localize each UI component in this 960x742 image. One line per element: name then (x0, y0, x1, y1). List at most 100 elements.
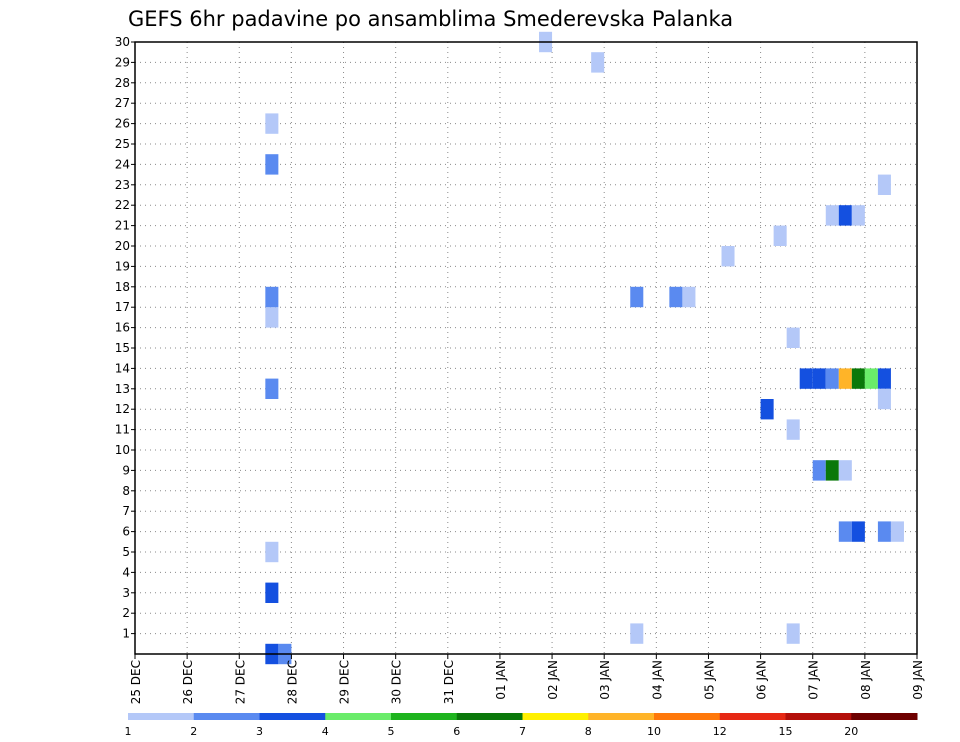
colorbar-swatch (456, 713, 523, 720)
y-tick-label: 13 (115, 382, 130, 396)
colorbar-label: 6 (453, 725, 460, 738)
colorbar-label: 4 (322, 725, 329, 738)
colorbar-label: 5 (388, 725, 395, 738)
y-tick-label: 17 (115, 300, 130, 314)
y-tick-label: 25 (115, 137, 130, 151)
colorbar-swatch (654, 713, 721, 720)
colorbar-label: 3 (256, 725, 263, 738)
y-tick-label: 26 (115, 117, 130, 131)
data-cell (812, 460, 826, 481)
y-tick-label: 24 (115, 157, 130, 171)
x-tick-label: 04 JAN (650, 660, 664, 700)
data-cell (825, 368, 839, 389)
colorbar-label: 12 (713, 725, 727, 738)
y-tick-label: 14 (115, 361, 130, 375)
data-cell (786, 623, 800, 644)
data-cell (812, 368, 826, 389)
data-cell (630, 623, 644, 644)
x-tick-label: 25 DEC (129, 660, 143, 704)
data-cell (265, 541, 279, 563)
data-cell (864, 368, 878, 389)
x-tick-label: 27 DEC (233, 660, 247, 704)
colorbar-label: 1 (125, 725, 132, 738)
y-tick-label: 16 (115, 321, 130, 335)
y-tick-label: 9 (122, 463, 130, 477)
colorbar-swatch (128, 713, 195, 720)
data-cell (760, 399, 774, 420)
x-tick-label: 29 DEC (338, 660, 352, 704)
x-tick-label: 26 DEC (181, 660, 195, 704)
colorbar-swatch (325, 713, 392, 720)
data-cell (825, 205, 839, 226)
y-tick-label: 29 (115, 55, 130, 69)
x-tick-label: 08 JAN (859, 660, 873, 700)
data-cell (851, 521, 865, 542)
x-axis: 25 DEC 26 DEC 27 DEC 28 DEC 29 DEC 30 DEC 31 D… (129, 654, 925, 704)
x-tick-label: 28 DEC (285, 660, 299, 704)
colorbar-swatch (391, 713, 458, 720)
data-cell (669, 286, 683, 308)
colorbar-swatch (522, 713, 589, 720)
data-cell (773, 225, 787, 246)
data-cell (890, 521, 904, 542)
x-tick-label: 06 JAN (755, 660, 769, 700)
colorbar-label: 15 (779, 725, 793, 738)
data-cell (630, 286, 644, 308)
x-tick-label: 03 JAN (598, 660, 612, 700)
data-cell (851, 368, 865, 389)
y-tick-label: 5 (122, 545, 130, 559)
y-tick-label: 11 (115, 423, 130, 437)
data-cell (265, 286, 279, 308)
data-cells (265, 31, 904, 665)
colorbar-swatch (785, 713, 852, 720)
y-tick-label: 12 (115, 402, 130, 416)
x-tick-label: 31 DEC (442, 660, 456, 704)
colorbar: 1 2 3 4 5 6 7 8 10 12 15 20 (125, 713, 918, 738)
x-tick-label: 09 JAN (911, 660, 925, 700)
data-cell (877, 174, 891, 195)
data-cell (265, 582, 279, 603)
data-cell (851, 205, 865, 226)
colorbar-swatch (193, 713, 260, 720)
data-cell (838, 460, 852, 481)
data-cell (786, 419, 800, 440)
x-tick-label: 30 DEC (390, 660, 404, 704)
y-tick-label: 4 (122, 565, 130, 579)
data-cell (877, 521, 891, 542)
data-cell (838, 521, 852, 542)
colorbar-swatch (719, 713, 786, 720)
data-cell (825, 460, 839, 481)
y-tick-label: 3 (122, 586, 130, 600)
x-tick-label: 02 JAN (546, 660, 560, 700)
data-cell (799, 368, 813, 389)
y-tick-label: 21 (115, 219, 130, 233)
x-tick-label: 01 JAN (494, 660, 508, 700)
data-cell (682, 286, 696, 308)
data-cell (721, 246, 735, 267)
data-cell (786, 327, 800, 348)
colorbar-label: 8 (585, 725, 592, 738)
colorbar-swatch (851, 713, 918, 720)
colorbar-swatch (259, 713, 326, 720)
y-tick-label: 27 (115, 96, 130, 110)
y-tick-label: 10 (115, 443, 130, 457)
colorbar-label: 20 (844, 725, 858, 738)
y-tick-label: 1 (122, 627, 130, 641)
y-tick-label: 23 (115, 178, 130, 192)
colorbar-swatch (588, 713, 655, 720)
colorbar-label: 10 (647, 725, 661, 738)
data-cell (591, 52, 605, 73)
data-cell (265, 307, 279, 328)
y-tick-label: 2 (122, 606, 130, 620)
y-tick-label: 7 (122, 504, 130, 518)
x-tick-label: 05 JAN (702, 660, 716, 700)
data-cell (877, 368, 891, 389)
data-cell (838, 368, 852, 389)
y-axis: 1234567891011121314151617181920212223242… (115, 35, 135, 641)
y-tick-label: 8 (122, 484, 130, 498)
data-cell (265, 378, 279, 399)
data-cell (838, 205, 852, 226)
y-tick-label: 20 (115, 239, 130, 253)
colorbar-label: 2 (190, 725, 197, 738)
y-tick-label: 6 (122, 525, 130, 539)
